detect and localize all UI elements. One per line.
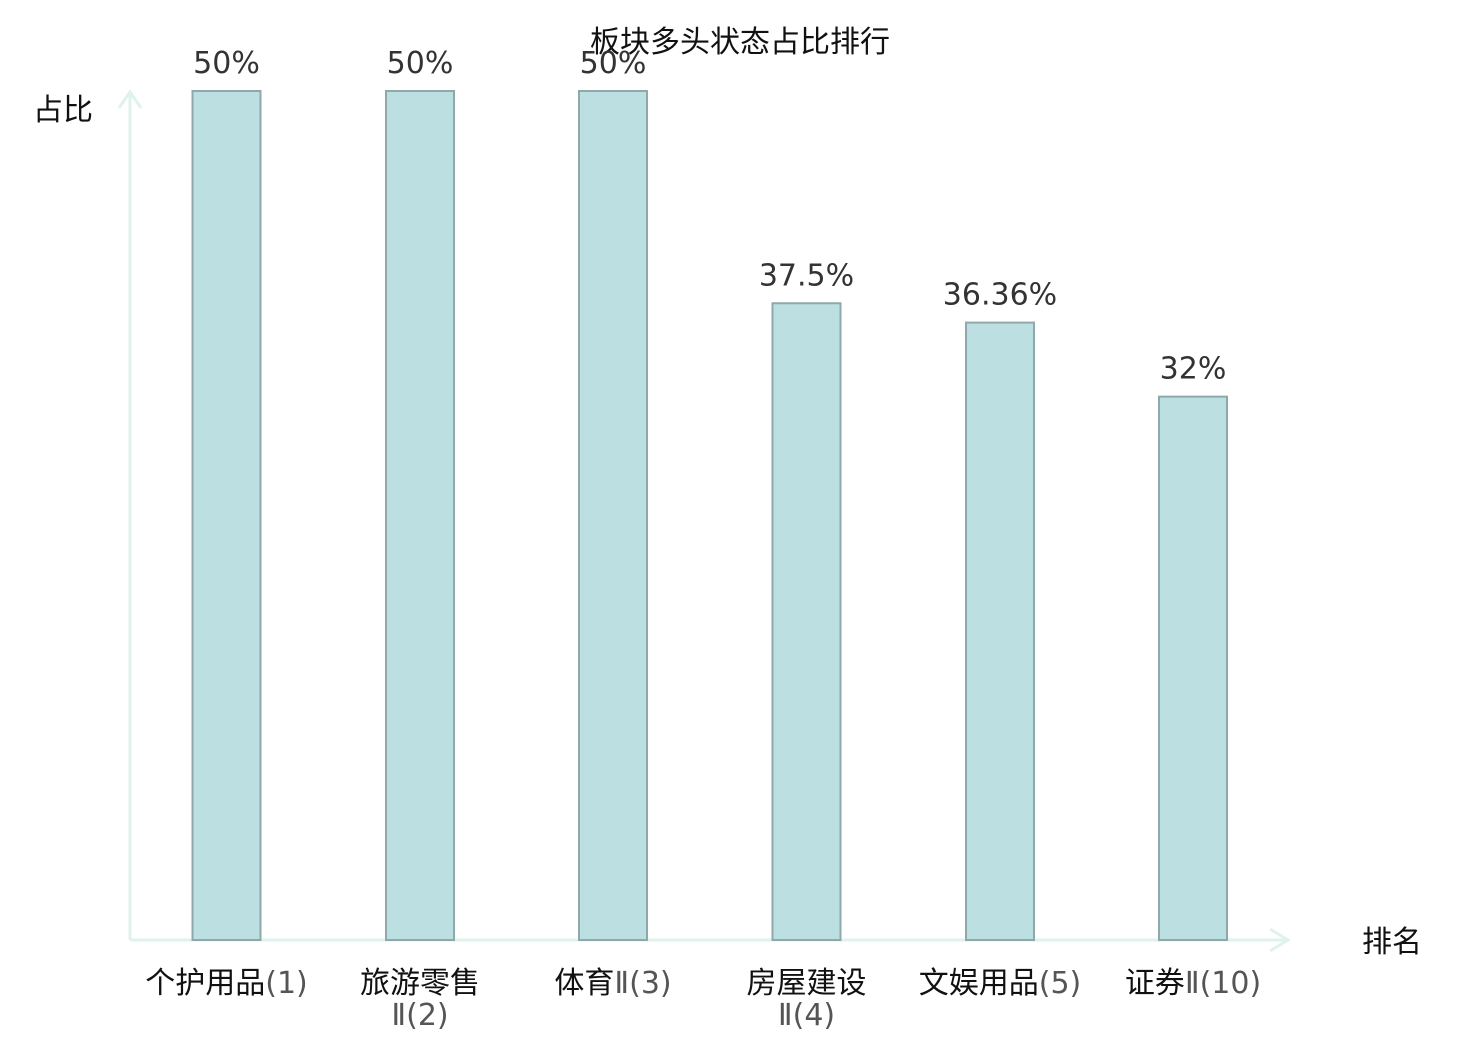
- x-axis-label: 排名: [1362, 925, 1422, 960]
- bar-1: [191, 90, 262, 941]
- y-axis-arrow-icon: [117, 89, 143, 109]
- value-label-3: 50%: [580, 46, 647, 81]
- category-label-4: 房屋建设: [747, 966, 867, 1001]
- category-rank-6: Ⅱ(10): [1185, 966, 1261, 1001]
- category-text-3: 体育: [554, 966, 614, 1001]
- bar-group: [191, 90, 1228, 942]
- value-label-4: 37.5%: [759, 258, 854, 293]
- category-rank-1: (1): [265, 966, 308, 1001]
- category-label-1: 个护用品(1): [145, 966, 308, 1001]
- x-axis-arrow-icon: [1269, 927, 1291, 953]
- value-label-group: 50% 50% 50% 37.5% 36.36% 32%: [193, 46, 1226, 387]
- bar-4: [771, 302, 842, 941]
- value-label-6: 32%: [1160, 352, 1227, 387]
- category-label-3: 体育Ⅱ(3): [554, 966, 671, 1001]
- value-label-1: 50%: [193, 46, 260, 81]
- category-label-2: 旅游零售: [360, 966, 480, 1001]
- category-text-5: 文娱用品: [919, 966, 1039, 1001]
- category-rank-2: Ⅱ(2): [391, 998, 448, 1033]
- category-text-6: 证券: [1125, 966, 1185, 1001]
- bar-3: [578, 90, 648, 941]
- x-axis: 排名: [130, 925, 1422, 960]
- category-rank-3: Ⅱ(3): [614, 966, 671, 1001]
- value-label-2: 50%: [387, 46, 454, 81]
- bar-6: [1158, 395, 1228, 941]
- category-rank-5: (5): [1039, 966, 1082, 1001]
- category-label-6: 证券Ⅱ(10): [1125, 966, 1261, 1001]
- chart-title: 板块多头状态占比排行: [590, 25, 890, 60]
- value-label-5: 36.36%: [943, 278, 1057, 313]
- bar-5: [965, 321, 1035, 942]
- category-rank-4: Ⅱ(4): [778, 998, 835, 1033]
- y-axis: 占比: [33, 89, 143, 940]
- category-text-1: 个护用品: [145, 966, 265, 1001]
- bar-2: [385, 90, 455, 941]
- y-axis-label: 占比: [33, 93, 93, 128]
- category-label-5: 文娱用品(5): [919, 966, 1082, 1001]
